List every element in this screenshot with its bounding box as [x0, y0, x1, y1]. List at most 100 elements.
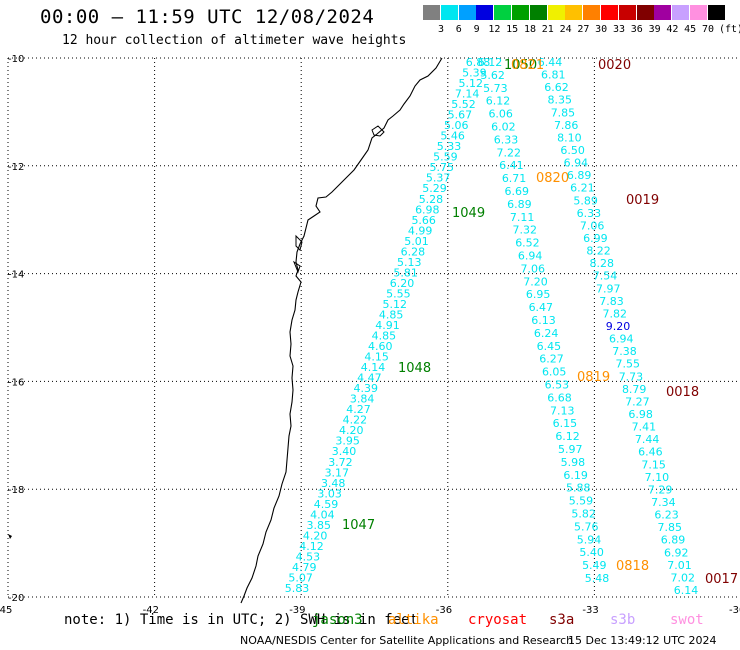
wave-height-value: 3.40 — [332, 445, 357, 458]
pass-time-label: 0019 — [626, 193, 659, 208]
pass-time-label: 1047 — [342, 518, 375, 533]
legend-swatch — [440, 5, 458, 20]
wave-height-value: 6.12 — [486, 95, 511, 108]
wave-height-value: 5.76 — [574, 520, 599, 533]
legend-label: 39 — [648, 24, 661, 35]
wave-height-value: 4.59 — [314, 498, 339, 511]
legend-label: 30 — [595, 24, 608, 35]
latitude-label: -18 — [8, 485, 24, 496]
wave-height-value: 6.06 — [488, 108, 513, 121]
pass-time-label: 1048 — [398, 361, 431, 376]
wave-height-value: 4.20 — [303, 529, 328, 542]
legend-label: 3 — [437, 24, 445, 35]
wave-height-value: 6.45 — [537, 340, 562, 353]
satellite-name: s3a — [549, 612, 575, 628]
wave-height-value: 7.38 — [612, 345, 637, 358]
wave-height-value: 5.13 — [397, 256, 422, 269]
pass-time-label: 0018 — [666, 385, 699, 400]
bay-inlet — [371, 125, 385, 137]
latitude-label: -20 — [8, 593, 24, 604]
wave-height-value: 5.73 — [483, 82, 508, 95]
wave-height-value: 3.17 — [325, 466, 350, 479]
wave-height-value: 4.22 — [343, 414, 368, 427]
wave-height-value: 5.33 — [437, 140, 462, 153]
wave-height-value: 4.91 — [375, 319, 400, 332]
island-marker — [8, 534, 12, 539]
legend-label: 45 — [684, 24, 697, 35]
legend-swatch — [565, 5, 583, 20]
wave-height-value: 3.85 — [306, 519, 331, 532]
wave-height-value: 6.24 — [534, 327, 559, 340]
wave-height-value: 6.50 — [560, 144, 585, 157]
wave-height-value: 7.20 — [523, 275, 548, 288]
wave-height-value: 5.59 — [433, 151, 458, 164]
legend-unit: (ft) — [719, 24, 740, 35]
wave-height-value: 5.67 — [448, 109, 473, 122]
wave-height-value: 6.20 — [390, 277, 415, 290]
wave-height-value: 7.54 — [593, 270, 618, 283]
latitude-label: -16 — [8, 377, 24, 388]
legend-swatch — [636, 5, 654, 20]
wave-height-value: 6.44 — [538, 56, 563, 69]
wave-height-value: 5.01 — [404, 235, 429, 248]
legend-swatch — [529, 5, 547, 20]
wave-height-value: 5.62 — [480, 69, 505, 82]
legend-swatch — [583, 5, 601, 20]
longitude-label: -39 — [289, 605, 305, 616]
legend-label: 42 — [666, 24, 679, 35]
legend-label: 15 — [506, 24, 519, 35]
longitude-label: -33 — [582, 605, 598, 616]
wave-height-value: 6.89 — [661, 534, 686, 547]
longitude-label: -36 — [436, 605, 452, 616]
wave-height-value: 7.27 — [625, 395, 650, 408]
wave-height-value: 4.27 — [346, 403, 371, 416]
wave-height-value: 6.12 — [555, 430, 580, 443]
wave-height-value: 8.35 — [547, 94, 572, 107]
legend-label: 36 — [630, 24, 643, 35]
wave-height-value: 6.89 — [507, 198, 532, 211]
wave-height-value: 6.33 — [494, 133, 519, 146]
wave-height-value: 5.29 — [422, 182, 447, 195]
wave-height-value: 6.94 — [518, 250, 543, 263]
wave-height-value: 7.44 — [635, 433, 660, 446]
legend-swatch — [512, 5, 529, 20]
wave-height-value: 7.22 — [496, 146, 521, 159]
wave-height-value: 6.81 — [541, 69, 566, 82]
pass-time-label: 0818 — [616, 559, 649, 574]
wave-height-value: 7.02 — [671, 571, 696, 584]
wave-height-value: 5.82 — [571, 508, 596, 521]
wave-height-value: 5.49 — [582, 559, 607, 572]
wave-height-value: 6.27 — [539, 353, 564, 366]
wave-height-value: 7.10 — [645, 471, 670, 484]
wave-height-value: 7.85 — [551, 106, 576, 119]
wave-height-value: 3.84 — [350, 393, 375, 406]
wave-height-value: 7.55 — [615, 358, 640, 371]
wave-height-value: 8.79 — [622, 383, 647, 396]
legend-label: 6 — [455, 24, 462, 35]
axis-tick-labels: -45 -42 -39 -36 -33 -30 -10 -12 -14 -16 -18 -20 — [0, 54, 740, 616]
legend-swatch — [547, 5, 565, 20]
wave-height-value: 5.83 — [285, 582, 310, 595]
wave-height-value: 5.12 — [459, 77, 484, 90]
wave-height-value: 7.06 — [580, 219, 605, 232]
wave-height-value: 5.89 — [573, 194, 598, 207]
wave-height-value: 7.14 — [455, 88, 480, 101]
satellite-name: jason3 — [312, 612, 363, 628]
wave-height-value: 4.39 — [354, 382, 379, 395]
credit-line: NOAA/NESDIS Center for Satellite Applica… — [240, 634, 574, 647]
legend-swatch — [458, 5, 476, 20]
wave-height-value: 5.88 — [566, 482, 591, 495]
wave-height-value: 7.86 — [554, 119, 579, 132]
wave-height-value: 6.23 — [654, 509, 679, 522]
wave-height-value: 5.07 — [288, 571, 313, 584]
wave-height-value: 7.97 — [596, 282, 621, 295]
legend-label: 12 — [488, 24, 501, 35]
wave-height-value: 6.99 — [583, 232, 608, 245]
wave-height-value: 7.32 — [513, 224, 538, 237]
wave-height-value: 4.14 — [361, 361, 386, 374]
wave-height-value: 6.69 — [505, 185, 530, 198]
legend-label: 9 — [473, 24, 480, 35]
latitude-label: -10 — [8, 54, 24, 65]
wave-height-value: 6.94 — [564, 157, 589, 170]
wave-height-value: 5.97 — [558, 443, 583, 456]
